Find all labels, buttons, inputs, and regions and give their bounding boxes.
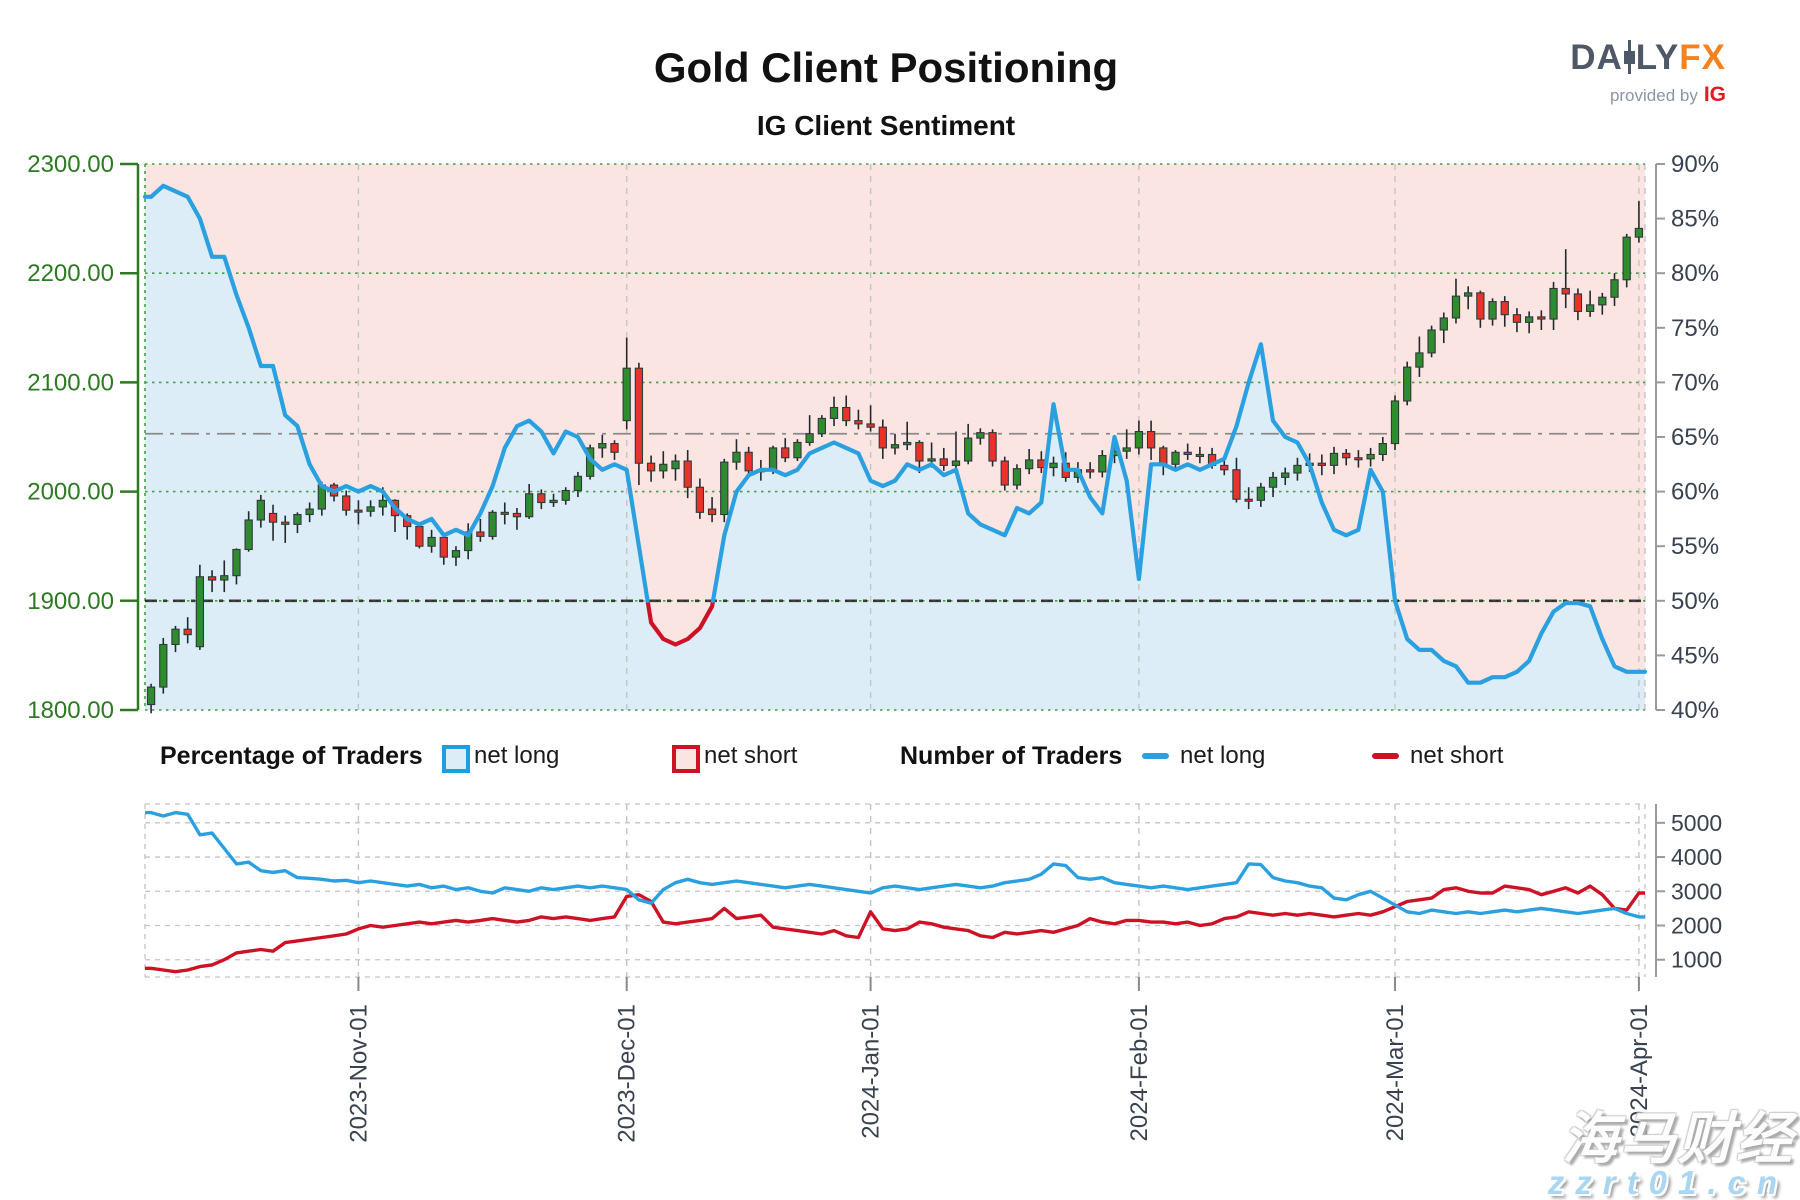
svg-text:2300.00: 2300.00 — [27, 151, 114, 178]
logo-provided-by-text: provided by — [1609, 86, 1698, 105]
legend-num-net-long: net long — [1180, 742, 1266, 769]
logo-ly-text: LY — [1635, 38, 1680, 77]
logo-da-text: DA — [1570, 38, 1623, 77]
watermark-url: zzrt01.cn — [1547, 1164, 1788, 1200]
dailyfx-wordmark: DA LYFX — [1570, 40, 1726, 75]
candlestick-icon — [1623, 40, 1636, 74]
svg-text:75%: 75% — [1671, 315, 1719, 342]
svg-text:4000: 4000 — [1671, 844, 1722, 870]
page-title: Gold Client Positioning — [653, 44, 1119, 91]
ig-logo: IG — [1703, 83, 1726, 106]
chart-subtitle: IG Client Sentiment — [756, 110, 1016, 141]
svg-text:1800.00: 1800.00 — [27, 697, 114, 724]
svg-text:2000.00: 2000.00 — [27, 479, 114, 506]
svg-text:2024-Apr-01: 2024-Apr-01 — [1626, 1004, 1653, 1137]
svg-text:2024-Jan-01: 2024-Jan-01 — [858, 1004, 885, 1139]
svg-text:2023-Dec-01: 2023-Dec-01 — [614, 1004, 641, 1143]
svg-text:2023-Nov-01: 2023-Nov-01 — [345, 1004, 372, 1143]
svg-text:55%: 55% — [1671, 533, 1719, 560]
svg-text:5000: 5000 — [1671, 810, 1722, 836]
svg-text:45%: 45% — [1671, 642, 1719, 669]
svg-text:1000: 1000 — [1671, 947, 1722, 973]
svg-text:1900.00: 1900.00 — [27, 588, 114, 615]
legend-percentage-of-traders: Percentage of Traders — [160, 742, 423, 770]
net-short-line-swatch — [1372, 753, 1399, 759]
svg-text:90%: 90% — [1671, 151, 1719, 178]
svg-text:2000: 2000 — [1671, 912, 1722, 938]
svg-text:2100.00: 2100.00 — [27, 369, 114, 396]
net-short-area-swatch — [672, 745, 700, 773]
svg-text:60%: 60% — [1671, 479, 1719, 506]
svg-text:2024-Mar-01: 2024-Mar-01 — [1382, 1004, 1409, 1141]
svg-text:40%: 40% — [1671, 697, 1719, 724]
legend-num-net-short: net short — [1410, 742, 1504, 769]
svg-text:65%: 65% — [1671, 424, 1719, 451]
net-long-area-swatch — [442, 745, 470, 773]
svg-text:2024-Feb-01: 2024-Feb-01 — [1126, 1004, 1153, 1141]
legend-number-of-traders: Number of Traders — [900, 742, 1123, 770]
watermark-chinese: 海马财经 — [1562, 1107, 1794, 1170]
svg-text:70%: 70% — [1671, 369, 1719, 396]
svg-text:2200.00: 2200.00 — [27, 260, 114, 287]
legend-pct-net-short: net short — [704, 742, 798, 769]
svg-text:85%: 85% — [1671, 206, 1719, 233]
svg-text:50%: 50% — [1671, 588, 1719, 615]
legend-pct-net-long: net long — [474, 742, 560, 769]
svg-text:3000: 3000 — [1671, 878, 1722, 904]
logo-fx-text: FX — [1679, 38, 1726, 77]
net-long-line-swatch — [1142, 753, 1169, 759]
svg-text:80%: 80% — [1671, 260, 1719, 287]
dailyfx-logo: DA LYFX provided by IG — [1570, 40, 1726, 105]
